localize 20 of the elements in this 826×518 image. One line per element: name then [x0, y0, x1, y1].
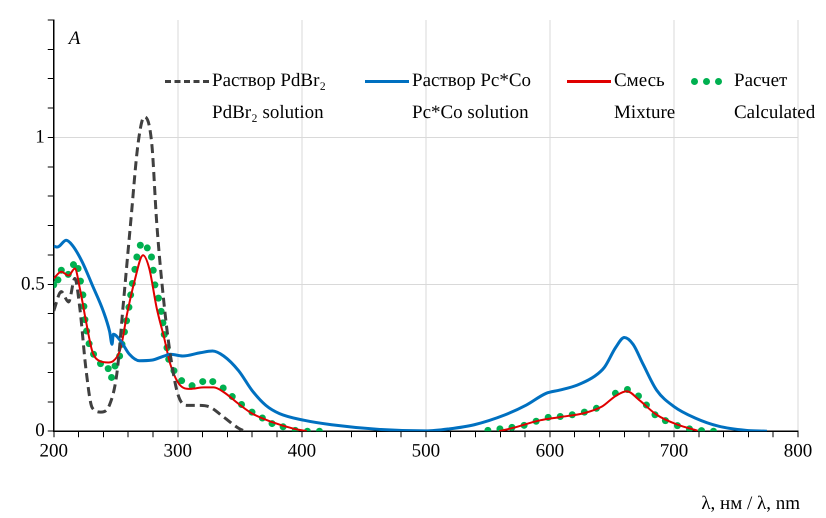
x-tick-label: 200: [40, 440, 68, 462]
x-tick-label: 400: [288, 440, 316, 462]
x-tick-label: 300: [164, 440, 192, 462]
x-tick-label: 600: [536, 440, 564, 462]
legend-label: Смесь: [614, 70, 666, 92]
annotation: Calculated: [734, 102, 816, 124]
legend-label: Раствор PdBr₂: [212, 70, 326, 92]
x-tick-label: 800: [784, 440, 812, 462]
y-axis-title: A: [68, 28, 80, 50]
legend-label: Раствор Pc*Co: [412, 70, 532, 92]
x-tick-label: 700: [660, 440, 688, 462]
x-axis-title: λ, нм / λ, nm: [701, 493, 800, 515]
y-tick-label: 0.5: [21, 273, 45, 294]
legend-label: Расчет: [734, 70, 788, 92]
annotation: Pc*Co solution: [412, 102, 530, 124]
y-tick-label: 0: [35, 420, 45, 442]
y-tick-label: 1: [35, 126, 45, 148]
x-tick-label: 500: [412, 440, 440, 462]
annotation: Mixture: [614, 102, 676, 124]
annotation: PdBr₂ solution: [212, 102, 325, 124]
